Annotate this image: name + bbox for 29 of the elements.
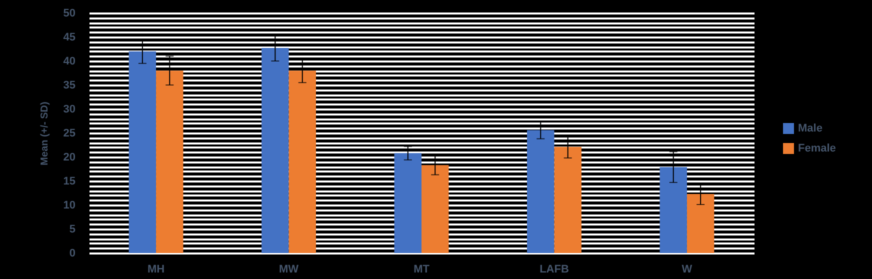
bar: [262, 48, 289, 253]
y-tick-label: 10: [63, 200, 76, 212]
y-tick-label: 15: [63, 176, 76, 188]
bar: [527, 130, 554, 253]
y-tick-label: 50: [63, 8, 76, 20]
y-tick-label: 0: [69, 248, 76, 260]
bar: [422, 165, 449, 253]
y-tick-label: 20: [63, 152, 76, 164]
y-tick-label: 35: [63, 80, 76, 92]
y-tick-label: 5: [69, 224, 76, 236]
x-tick-label: MW: [278, 264, 300, 276]
bar: [128, 51, 156, 253]
y-tick-label: 45: [63, 32, 76, 44]
y-tick-label: 30: [63, 104, 76, 116]
bar: [660, 167, 687, 253]
x-tick-label: W: [682, 264, 693, 276]
x-tick-label: MT: [414, 264, 430, 276]
y-tick-label: 25: [63, 128, 76, 140]
legend-label: Female: [798, 142, 836, 154]
legend-label: Male: [798, 122, 822, 134]
y-axis-title: Mean (+/- SD): [39, 102, 50, 166]
x-tick-label: LAFB: [540, 264, 569, 276]
bar: [156, 70, 184, 253]
bar: [394, 153, 422, 253]
bar: [288, 70, 316, 253]
y-tick-label: 40: [63, 56, 76, 68]
x-tick-label: MH: [147, 264, 165, 276]
bar: [686, 194, 714, 253]
bar: [554, 146, 582, 253]
